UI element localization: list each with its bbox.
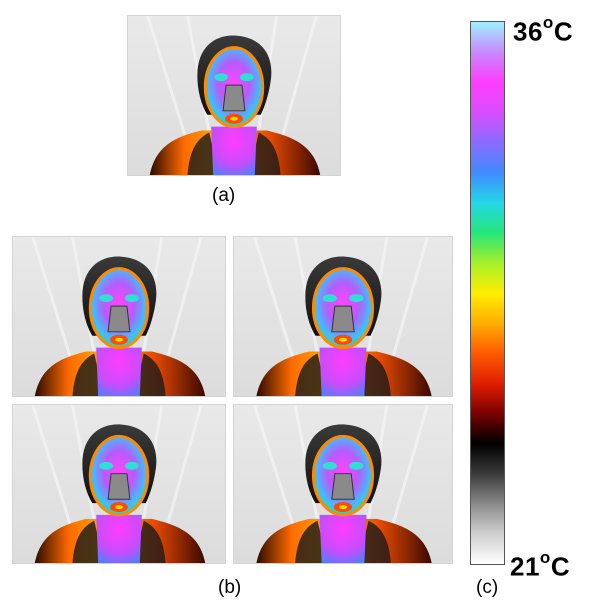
scale-unit: C bbox=[550, 551, 571, 582]
scale-unit: C bbox=[553, 16, 574, 47]
degree-symbol: o bbox=[539, 548, 551, 567]
caption-c: (c) bbox=[476, 577, 499, 598]
caption-a: (a) bbox=[212, 185, 236, 206]
scale-max-value: 36 bbox=[513, 16, 543, 47]
thermal-image-1 bbox=[12, 236, 226, 397]
thermal-image-2 bbox=[233, 236, 453, 397]
thermal-image-baseline bbox=[127, 15, 341, 176]
thermal-image-4 bbox=[233, 404, 453, 564]
scale-min-label: 21oC bbox=[510, 547, 570, 581]
thermal-image-3 bbox=[12, 404, 226, 564]
degree-symbol: o bbox=[542, 13, 554, 32]
scale-min-value: 21 bbox=[510, 551, 540, 582]
temperature-colorbar bbox=[470, 21, 505, 565]
scale-max-label: 36oC bbox=[513, 12, 573, 46]
caption-b: (b) bbox=[218, 577, 242, 598]
